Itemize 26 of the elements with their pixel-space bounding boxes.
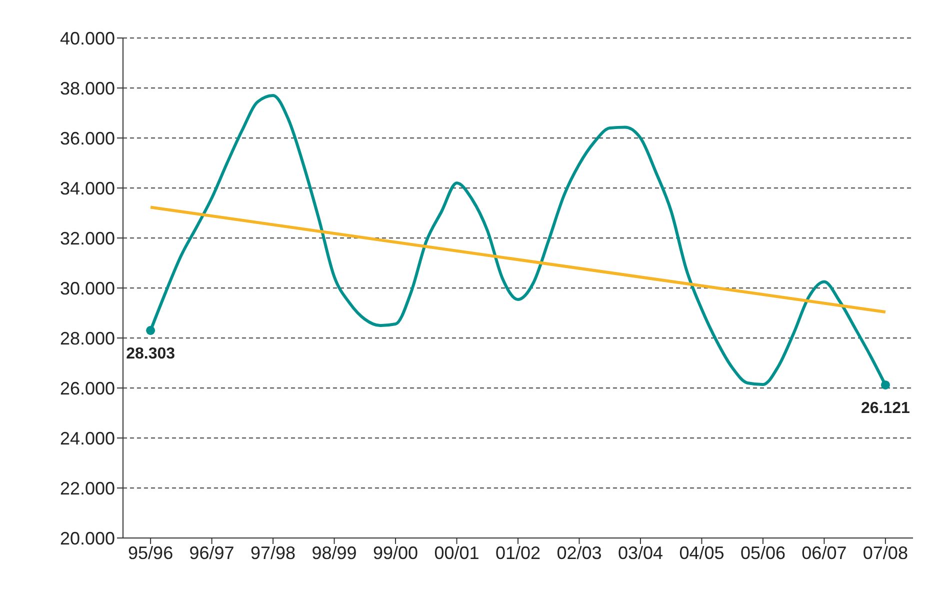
y-tick-label: 28.000 [60,328,115,348]
y-tick-label: 36.000 [60,128,115,148]
x-tick-label: 95/96 [128,542,174,563]
data-label: 26.121 [860,400,910,417]
x-tick-label: 96/97 [189,542,234,563]
x-tick-label: 06/07 [802,542,847,563]
y-tick-label: 38.000 [60,78,115,98]
y-tick-label: 26.000 [60,378,115,398]
x-tick-label: 00/01 [434,542,480,563]
y-tick-label: 20.000 [60,528,115,548]
x-tick-label: 01/02 [495,542,541,563]
x-tick-label: 02/03 [556,542,602,563]
x-tick-label: 97/98 [250,542,296,563]
y-tick-label: 30.000 [60,278,115,298]
x-tick-label: 99/00 [372,542,418,563]
x-tick-label: 04/05 [679,542,724,563]
x-tick-label: 03/04 [618,542,664,563]
x-tick-label: 98/99 [312,542,357,563]
y-tick-label: 40.000 [60,28,115,48]
y-tick-label: 34.000 [60,178,115,198]
data-label: 28.303 [126,345,176,362]
y-tick-label: 22.000 [60,478,115,498]
x-tick-label: 07/08 [862,542,908,563]
y-tick-label: 32.000 [60,228,115,248]
x-tick-label: 05/06 [740,542,786,563]
y-tick-label: 24.000 [60,428,115,448]
